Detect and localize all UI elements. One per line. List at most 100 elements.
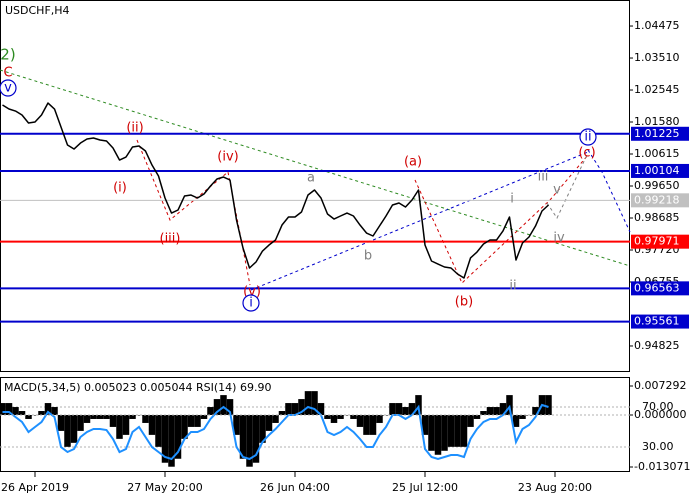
y-tick-label: 0.000000 (634, 408, 687, 421)
macd-bar (148, 414, 156, 435)
macd-bar (506, 395, 513, 415)
wave-label: (c) (578, 146, 595, 161)
macd-bar (18, 411, 26, 415)
level-label-box (631, 234, 689, 249)
wave-label: C (3, 66, 12, 81)
wave-label: b (364, 249, 372, 264)
macd-bar (5, 403, 13, 415)
macd-bar (83, 414, 91, 423)
level-label: 0.95561 (634, 315, 680, 328)
macd-bar (330, 414, 338, 423)
y-tick-label: 0.98685 (634, 211, 680, 224)
wave-label: (iv) (217, 150, 238, 165)
macd-bar (70, 414, 78, 443)
macd-bar (0, 403, 6, 415)
level-label: 0.99218 (634, 193, 680, 206)
macd-bar (408, 403, 416, 415)
macd-bar (187, 414, 195, 427)
wave-label: (i) (113, 181, 127, 196)
macd-bar (233, 414, 240, 435)
wave-lines (0, 69, 631, 291)
macd-bar (57, 414, 65, 431)
macd-bar (304, 391, 312, 415)
macd-bar (337, 414, 344, 419)
macd-bar (181, 414, 188, 439)
level-label: 1.01225 (634, 127, 680, 140)
macd-bar (259, 414, 266, 443)
y-tick-label: 1.04475 (634, 19, 680, 32)
macd-bar (473, 414, 481, 419)
macd-bar (109, 414, 117, 427)
x-tick-label: 23 Aug 20:00 (518, 481, 592, 494)
wave-label: i (510, 192, 514, 207)
macd-bar (499, 403, 507, 415)
y-tick-label: 0.007292 (634, 379, 687, 392)
macd-bar (252, 414, 260, 463)
macd-bar (38, 411, 45, 415)
macd-bar (116, 414, 123, 439)
wave-label: (iii) (160, 232, 181, 247)
macd-bar (135, 414, 143, 416)
macd-bar (265, 414, 273, 431)
macd-bar (493, 407, 500, 415)
macd-bar (239, 414, 247, 459)
wave-label: (ii) (126, 121, 143, 136)
x-tick-label: 26 Apr 2019 (1, 481, 69, 494)
macd-bar (434, 414, 442, 455)
macd-bar (532, 407, 539, 415)
level-label: 1.00104 (634, 164, 680, 177)
macd-bar (395, 403, 403, 415)
y-tick-label: 0.94825 (634, 339, 680, 352)
macd-bar (246, 414, 253, 467)
macd-bar (129, 414, 136, 419)
macd-bar (467, 414, 474, 427)
macd-bar (285, 403, 292, 415)
wave-label: v (553, 183, 561, 198)
rsi-line (2, 403, 549, 461)
forecast-line (546, 154, 588, 220)
macd-bar (356, 414, 364, 427)
macd-bar (447, 414, 455, 447)
wave-label: (a) (404, 155, 422, 170)
level-label: 0.96563 (634, 281, 680, 294)
macd-bar (220, 395, 227, 415)
wave-label: iv (553, 231, 565, 246)
y-tick-label: 1.01580 (634, 115, 680, 128)
y-tick-label: -0.013071 (634, 460, 690, 473)
macd-bar (454, 414, 461, 447)
wave-line (414, 154, 589, 284)
macd-bar (389, 403, 396, 415)
macd-bar (77, 414, 84, 431)
macd-bar (291, 403, 299, 415)
macd-bar (161, 414, 169, 463)
macd-bar (155, 414, 162, 447)
indicator-title: MACD(5,34,5) 0.005023 0.005044 RSI(14) 6… (4, 381, 271, 394)
macd-bar (486, 407, 494, 415)
macd-bar (369, 414, 377, 435)
macd-bar (25, 414, 32, 419)
macd-bar (421, 414, 429, 435)
wave-label: v (4, 81, 12, 96)
forecast-line (587, 149, 631, 233)
y-tick-label: 1.00615 (634, 147, 680, 160)
macd-bar (207, 407, 214, 415)
macd-bar (441, 414, 448, 451)
macd-bar (480, 411, 487, 415)
macd-bar (51, 407, 58, 415)
price-line (2, 102, 550, 279)
macd-bar (226, 399, 234, 415)
macd-bar (376, 414, 383, 423)
level-label-box (631, 126, 689, 141)
macd-bar (298, 399, 305, 415)
y2-tick-label: 70.00 (642, 400, 674, 413)
x-tick-label: 27 May 20:00 (127, 481, 202, 494)
macd-bar (44, 403, 52, 415)
macd-bar (96, 414, 104, 419)
macd-bar (512, 414, 520, 427)
wave-label: ii (584, 130, 591, 145)
macd-bar (31, 414, 39, 416)
x-tick-label: 25 Jul 12:00 (392, 481, 458, 494)
macd-bar (200, 414, 208, 419)
macd-bar (343, 414, 351, 416)
